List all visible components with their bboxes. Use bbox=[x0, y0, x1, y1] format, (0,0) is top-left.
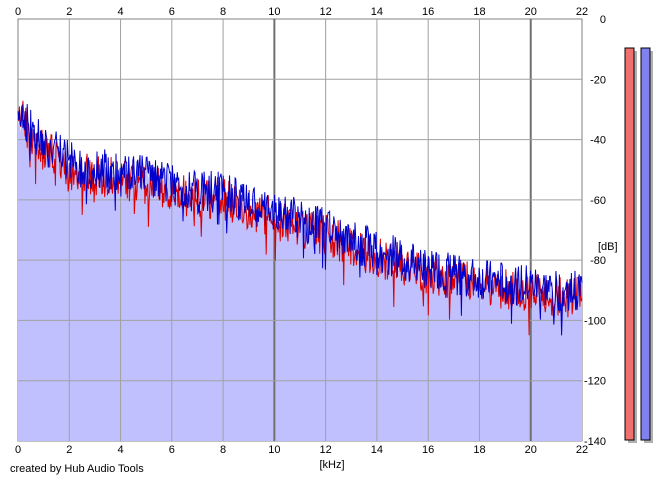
right-channel-meter bbox=[640, 47, 651, 441]
y-tick-label: -80 bbox=[590, 255, 606, 267]
y-tick-label: -120 bbox=[584, 376, 606, 388]
x-tick-label-top: 2 bbox=[66, 6, 72, 18]
level-meters bbox=[624, 47, 653, 443]
x-tick-label-top: 6 bbox=[169, 6, 175, 18]
x-tick-label-top: 16 bbox=[422, 6, 434, 18]
x-tick-label-bottom: 8 bbox=[220, 444, 226, 456]
x-tick-label-top: 8 bbox=[220, 6, 226, 18]
x-tick-label-top: 10 bbox=[268, 6, 280, 18]
x-tick-label-top: 22 bbox=[576, 6, 588, 18]
y-tick-label: 0 bbox=[600, 14, 606, 26]
x-tick-label-top: 18 bbox=[473, 6, 485, 18]
x-tick-label-bottom: 22 bbox=[576, 444, 588, 456]
spectrum-series bbox=[17, 100, 583, 336]
y-axis-label: [dB] bbox=[598, 241, 618, 253]
x-tick-label-bottom: 4 bbox=[117, 444, 123, 456]
x-tick-label-top: 12 bbox=[320, 6, 332, 18]
y-tick-label: -60 bbox=[590, 195, 606, 207]
x-tick-label-top: 4 bbox=[117, 6, 123, 18]
x-tick-label-top: 14 bbox=[371, 6, 383, 18]
x-tick-label-bottom: 16 bbox=[422, 444, 434, 456]
y-tick-label: -140 bbox=[584, 436, 606, 448]
x-tick-label-bottom: 14 bbox=[371, 444, 383, 456]
x-tick-label-bottom: 2 bbox=[66, 444, 72, 456]
x-tick-label-bottom: 10 bbox=[268, 444, 280, 456]
axis-ticks: 002244668810101212141416161818202022220-… bbox=[15, 6, 606, 456]
x-tick-label-bottom: 18 bbox=[473, 444, 485, 456]
x-tick-label-bottom: 12 bbox=[320, 444, 332, 456]
x-tick-label-top: 20 bbox=[525, 6, 537, 18]
left-channel-meter bbox=[624, 47, 635, 441]
y-tick-label: -20 bbox=[590, 74, 606, 86]
x-tick-label-bottom: 0 bbox=[15, 444, 21, 456]
x-tick-label-bottom: 6 bbox=[169, 444, 175, 456]
x-axis-label: [kHz] bbox=[319, 459, 344, 471]
credit-text: created by Hub Audio Tools bbox=[10, 463, 144, 475]
y-tick-label: -40 bbox=[590, 135, 606, 147]
x-tick-label-bottom: 20 bbox=[525, 444, 537, 456]
spectrum-line bbox=[17, 104, 583, 336]
y-tick-label: -100 bbox=[584, 315, 606, 327]
x-tick-label-top: 0 bbox=[15, 6, 21, 18]
